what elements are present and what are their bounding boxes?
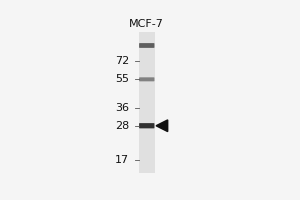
Text: 17: 17: [115, 155, 129, 165]
Text: 28: 28: [115, 121, 129, 131]
FancyBboxPatch shape: [139, 77, 154, 81]
Text: 55: 55: [115, 74, 129, 84]
FancyBboxPatch shape: [139, 123, 154, 128]
Text: 36: 36: [115, 103, 129, 113]
FancyBboxPatch shape: [139, 43, 154, 48]
Text: MCF-7: MCF-7: [129, 19, 164, 29]
Bar: [139, 32, 155, 173]
Text: 72: 72: [115, 56, 129, 66]
Polygon shape: [156, 120, 168, 132]
